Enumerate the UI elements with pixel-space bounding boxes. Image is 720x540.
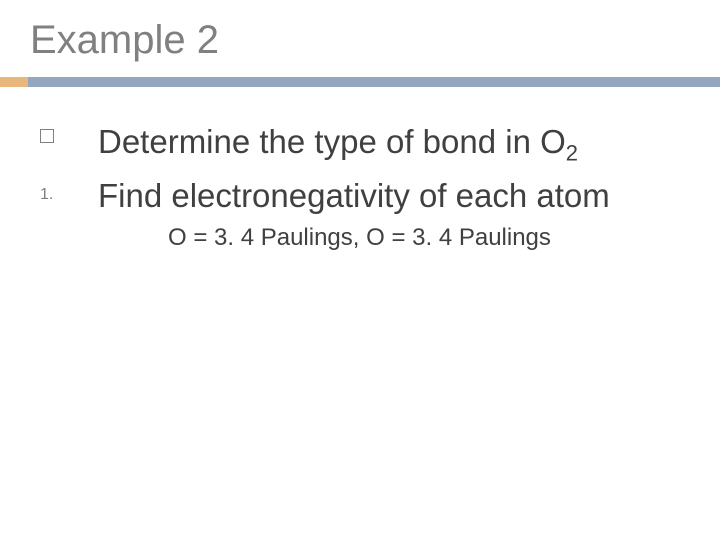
item0-formula-base: O bbox=[540, 123, 566, 160]
divider-accent bbox=[0, 77, 28, 87]
bullet-marker-col bbox=[40, 121, 98, 167]
slide-content: Determine the type of bond in O2 1. Find… bbox=[0, 87, 720, 252]
divider-bar bbox=[28, 77, 720, 87]
sub-item: O = 3. 4 Paulings, O = 3. 4 Paulings bbox=[40, 224, 680, 252]
number-marker: 1. bbox=[40, 175, 98, 216]
slide-title: Example 2 bbox=[30, 18, 720, 63]
numbered-item: 1. Find electronegativity of each atom bbox=[40, 175, 680, 216]
bullet-item-text: Determine the type of bond in O2 bbox=[98, 121, 578, 167]
bullet-item: Determine the type of bond in O2 bbox=[40, 121, 680, 167]
item0-formula-subscript: 2 bbox=[566, 141, 578, 166]
square-bullet-icon bbox=[40, 129, 54, 143]
item0-text-pre: Determine the type of bond in bbox=[98, 123, 540, 160]
sub-item-text: O = 3. 4 Paulings, O = 3. 4 Paulings bbox=[168, 224, 680, 252]
divider-rule bbox=[0, 77, 720, 87]
item0-formula: O2 bbox=[540, 123, 578, 160]
numbered-item-text: Find electronegativity of each atom bbox=[98, 175, 610, 216]
